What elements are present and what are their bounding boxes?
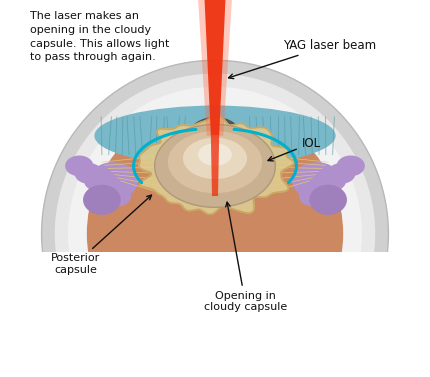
Ellipse shape bbox=[327, 163, 356, 184]
Text: Opening in
cloudy capsule: Opening in cloudy capsule bbox=[203, 202, 287, 313]
Ellipse shape bbox=[83, 185, 121, 215]
Text: The laser makes an
opening in the cloudy
capsule. This allows light
to pass thro: The laser makes an opening in the cloudy… bbox=[30, 11, 170, 62]
Ellipse shape bbox=[299, 186, 327, 207]
Ellipse shape bbox=[89, 162, 138, 200]
Ellipse shape bbox=[94, 106, 336, 166]
Ellipse shape bbox=[42, 60, 388, 377]
Polygon shape bbox=[139, 115, 294, 215]
Text: YAG laser beam: YAG laser beam bbox=[229, 39, 376, 79]
Ellipse shape bbox=[87, 106, 343, 362]
Ellipse shape bbox=[155, 124, 275, 207]
Text: Posterior
capsule: Posterior capsule bbox=[51, 195, 151, 275]
Ellipse shape bbox=[292, 162, 341, 200]
Bar bbox=[0, 270, 430, 377]
Ellipse shape bbox=[84, 170, 112, 192]
Ellipse shape bbox=[74, 163, 103, 184]
Polygon shape bbox=[198, 186, 231, 206]
Ellipse shape bbox=[308, 178, 337, 199]
Ellipse shape bbox=[65, 156, 93, 176]
Text: IOL: IOL bbox=[268, 137, 321, 161]
Ellipse shape bbox=[55, 74, 375, 377]
Ellipse shape bbox=[168, 131, 262, 193]
Ellipse shape bbox=[183, 138, 247, 179]
Polygon shape bbox=[197, 0, 233, 136]
Ellipse shape bbox=[68, 87, 362, 377]
Ellipse shape bbox=[337, 156, 365, 176]
Ellipse shape bbox=[309, 185, 347, 215]
Ellipse shape bbox=[93, 178, 122, 199]
Polygon shape bbox=[204, 0, 226, 136]
Ellipse shape bbox=[189, 117, 241, 155]
Ellipse shape bbox=[103, 186, 131, 207]
Polygon shape bbox=[211, 136, 219, 196]
Ellipse shape bbox=[198, 143, 232, 166]
Bar bbox=[8, 252, 422, 377]
Ellipse shape bbox=[318, 170, 346, 192]
